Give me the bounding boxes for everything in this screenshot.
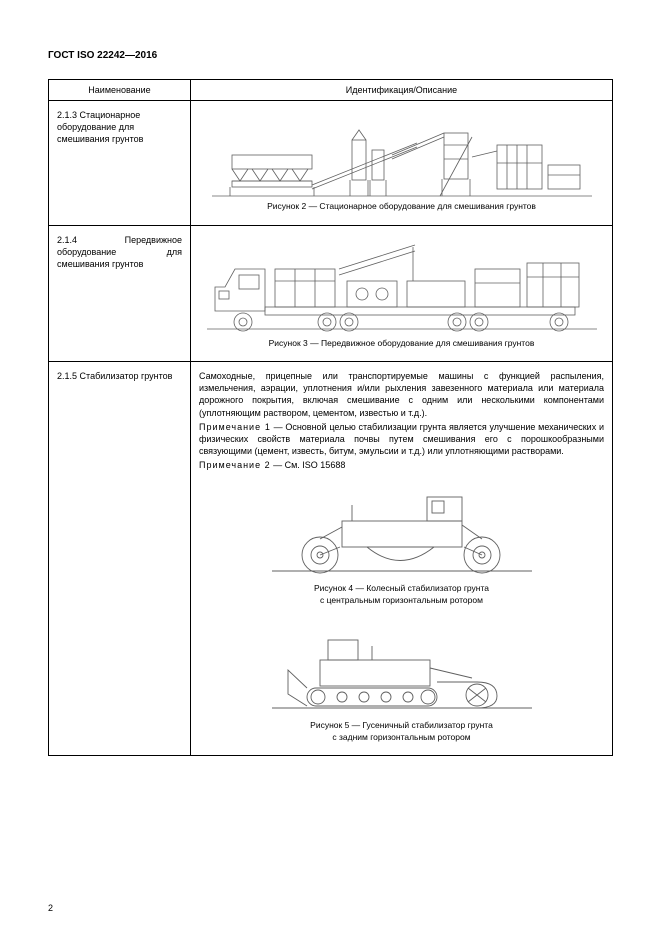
figure-caption: Рисунок 5 — Гусеничный стабилизатор грун… <box>310 720 493 743</box>
figure-caption: Рисунок 4 — Колесный стабилизатор грунта… <box>314 583 489 606</box>
figure-3 <box>199 234 604 334</box>
doc-title: ГОСТ ISO 22242—2016 <box>48 50 613 61</box>
row-body: Самоходные, прицепные или транспортируем… <box>199 370 604 419</box>
equipment-table: Наименование Идентификация/Описание 2.1.… <box>48 79 613 756</box>
col-header-desc: Идентификация/Описание <box>191 80 613 101</box>
row-name: Стабилизатор грунтов <box>80 371 173 381</box>
figure-2 <box>199 109 604 197</box>
figure-5 <box>269 616 534 716</box>
page-number: 2 <box>48 903 53 913</box>
note-2: Примечание 2 — См. ISO 15688 <box>199 459 604 471</box>
col-header-name: Наименование <box>49 80 191 101</box>
figure-caption: Рисунок 3 — Передвижное оборудование для… <box>199 338 604 349</box>
row-num: 2.1.5 <box>57 371 77 381</box>
table-row: 2.1.3 Стационарное оборудование для смеш… <box>49 101 613 225</box>
table-row: 2.1.5 Стабилизатор грунтов Самоходные, п… <box>49 362 613 756</box>
note-1: Примечание 1 — Основной целью стабилизац… <box>199 421 604 457</box>
row-num: 2.1.4 <box>57 235 77 245</box>
figure-caption: Рисунок 2 — Стационарное оборудование дл… <box>199 201 604 212</box>
row-num: 2.1.3 <box>57 110 77 120</box>
table-row: 2.1.4 Передвижное оборудование для смеши… <box>49 225 613 361</box>
figure-4 <box>269 479 534 579</box>
